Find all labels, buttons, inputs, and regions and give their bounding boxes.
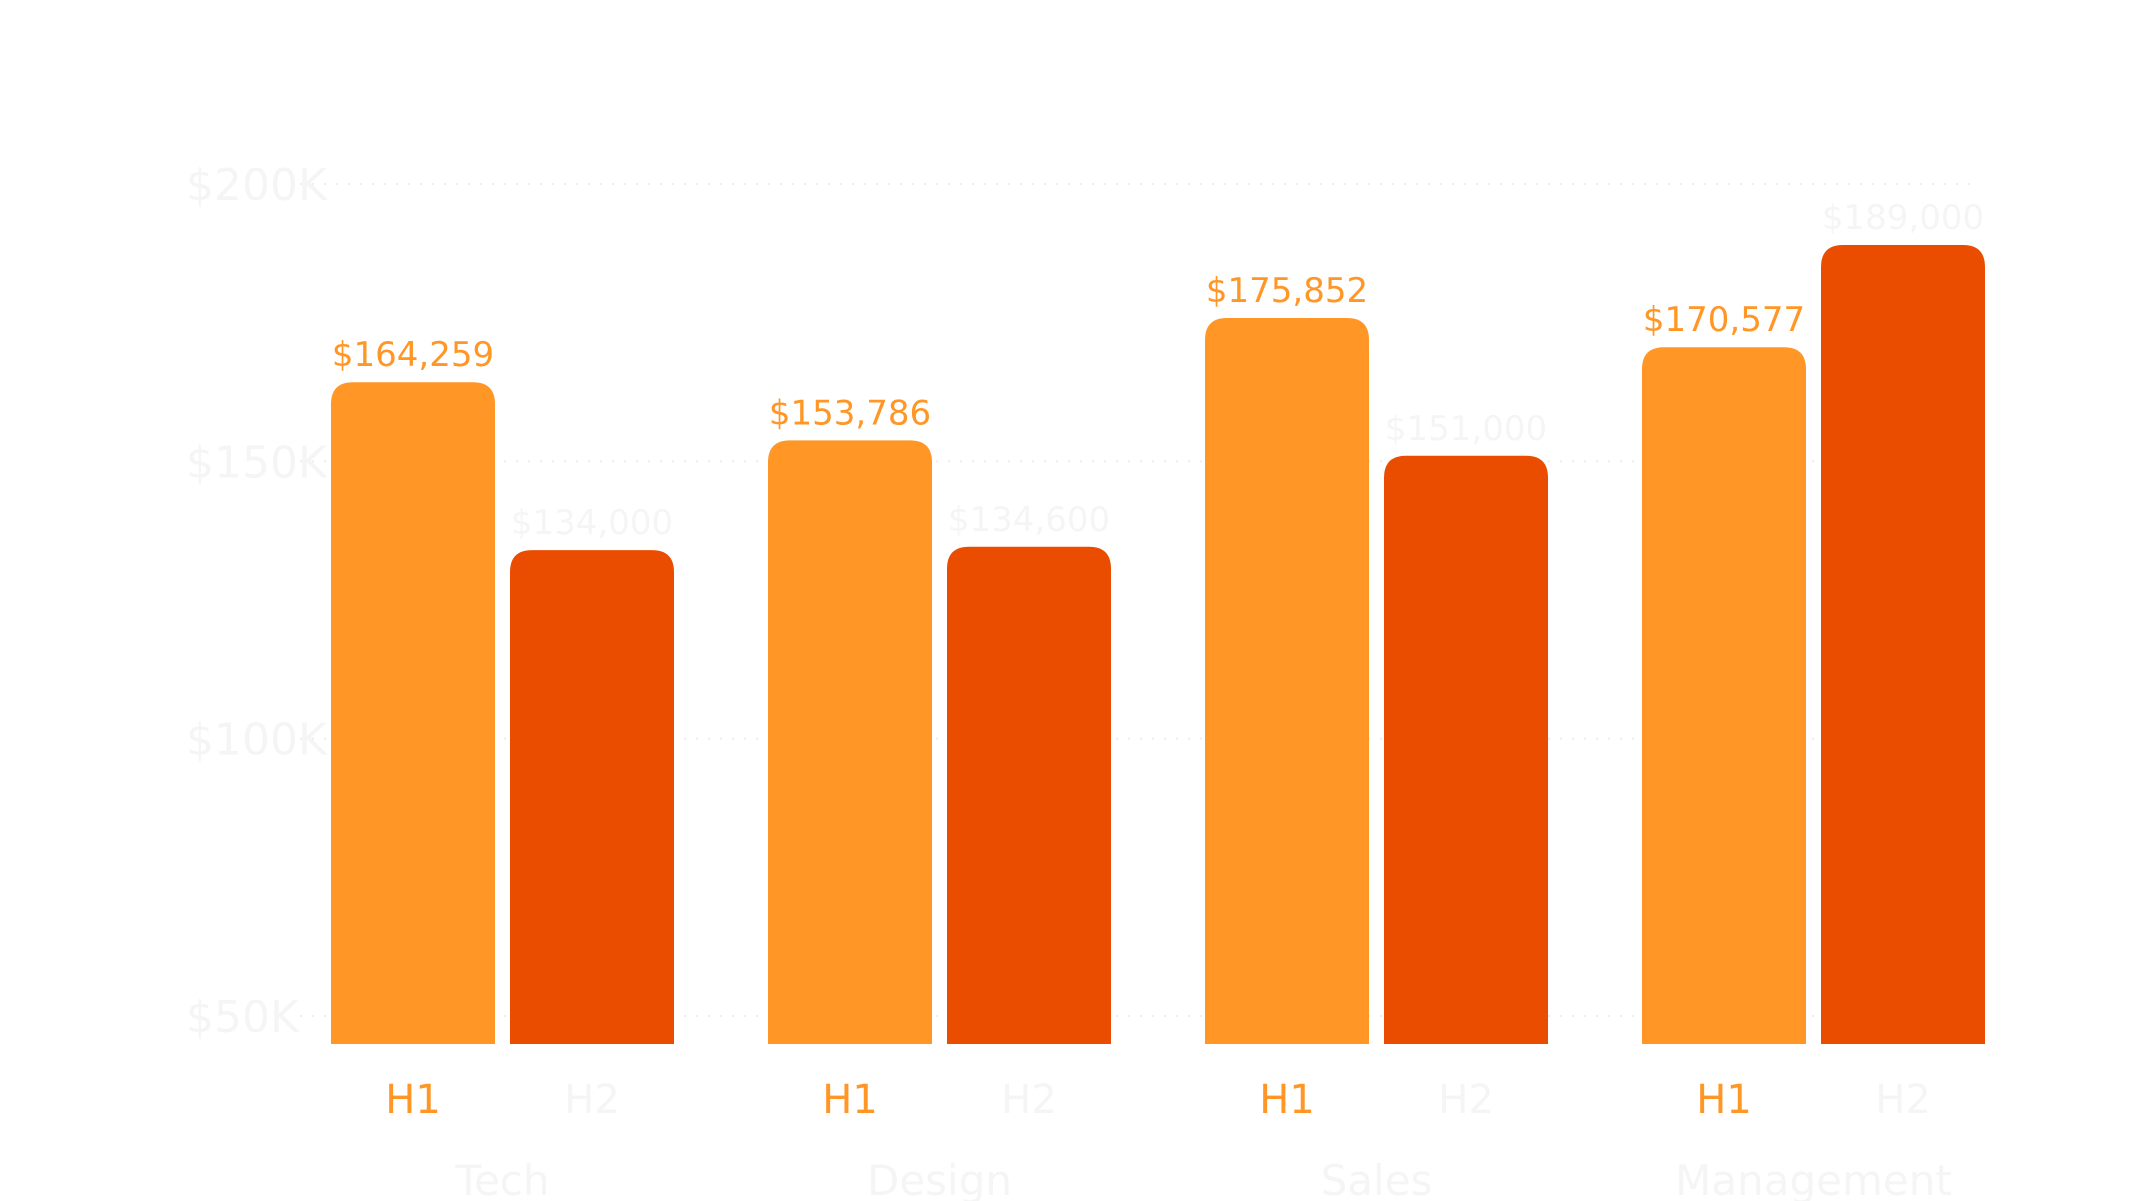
bar-sales-h2 (1384, 455, 1548, 1045)
y-tick-label: $100K (186, 715, 328, 766)
x-tick-label: H1 (1259, 1077, 1315, 1123)
bar-value-label: $164,259 (332, 335, 494, 375)
x-tick-label: H1 (385, 1077, 441, 1123)
bar-tech-h1 (331, 382, 495, 1044)
x-tick-label: H1 (1696, 1077, 1752, 1123)
bars-layer (331, 245, 1985, 1045)
x-tick-label: H2 (564, 1077, 620, 1123)
grid-layer: $50K $100K $150K $200K (186, 160, 1975, 1043)
group-label: Tech (454, 1156, 549, 1201)
bar-value-label: $134,000 (511, 503, 673, 543)
bar-value-label: $170,577 (1643, 300, 1805, 340)
y-tick-label: $200K (186, 160, 328, 211)
group-label: Management (1675, 1156, 1952, 1201)
bar-value-label: $153,786 (769, 393, 931, 433)
x-tick-label: H2 (1438, 1077, 1494, 1123)
bar-value-label: $151,000 (1385, 409, 1547, 449)
bar-management-h2 (1821, 245, 1985, 1045)
x-tick-label: H2 (1875, 1077, 1931, 1123)
bar-tech-h2 (510, 550, 674, 1044)
bar-value-label: $175,852 (1206, 271, 1368, 311)
bar-design-h1 (768, 440, 932, 1045)
y-tick-label: $50K (186, 992, 300, 1043)
labels-layer: $164,259 H1 $134,000 H2 Tech $153,786 H1 $134,6… (332, 198, 1984, 1201)
y-tick-label: $150K (186, 437, 328, 488)
x-tick-label: H1 (822, 1077, 878, 1123)
x-tick-label: H2 (1001, 1077, 1057, 1123)
bar-value-label: $189,000 (1822, 198, 1984, 238)
group-label: Sales (1321, 1156, 1433, 1201)
bar-management-h1 (1642, 347, 1806, 1044)
bar-sales-h1 (1205, 317, 1369, 1044)
bar-design-h2 (947, 546, 1111, 1044)
bar-value-label: $134,600 (948, 500, 1110, 540)
group-label: Design (867, 1156, 1012, 1201)
